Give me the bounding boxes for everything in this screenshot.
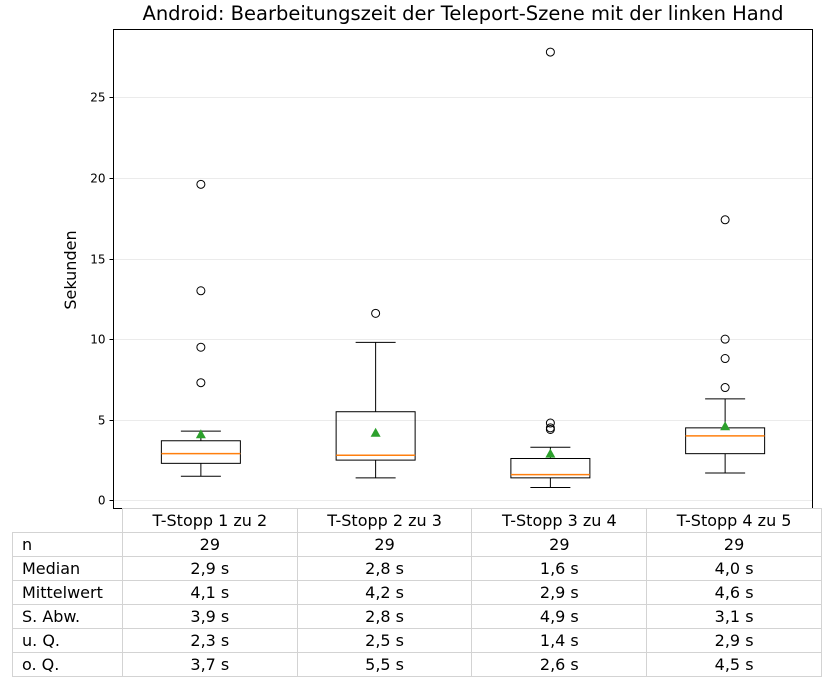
table-cell: 4,9 s: [471, 604, 648, 629]
outlier-point: [720, 334, 730, 344]
row-label: n: [12, 532, 123, 557]
table-cell: 2,8 s: [296, 604, 473, 629]
row-label: Median: [12, 556, 123, 581]
table-cell: 2,3 s: [121, 628, 298, 653]
table-cell: 29: [121, 532, 298, 557]
table-cell: 1,4 s: [471, 628, 648, 653]
y-tick-label: 15: [90, 253, 105, 267]
table-cell: 3,7 s: [121, 652, 298, 677]
row-label: Mittelwert: [12, 580, 123, 605]
mean-marker: [195, 429, 206, 439]
table-cell: 2,9 s: [121, 556, 298, 581]
table-cell: 4,5 s: [646, 652, 822, 677]
mean-marker: [370, 427, 381, 437]
y-tick-label: 5: [98, 414, 106, 428]
outlier-point: [371, 308, 381, 318]
box-plot: 0 5 10 15 20 25 Sekunden: [61, 29, 813, 509]
table-cell: 4,1 s: [121, 580, 298, 605]
table-cell: 29: [646, 532, 822, 557]
iqr-box: [335, 411, 416, 461]
table-cell: 4,0 s: [646, 556, 822, 581]
boxes: [160, 47, 766, 489]
x-tick-label: T-Stopp 3 zu 4: [471, 508, 648, 533]
y-axis-label: Sekunden: [61, 230, 80, 309]
x-tick-label: T-Stopp 4 zu 5: [646, 508, 822, 533]
table-cell: 3,1 s: [646, 604, 822, 629]
table-cell: 2,9 s: [471, 580, 648, 605]
table-row: Mittelwert 4,1 s 4,2 s 2,9 s 4,6 s: [12, 580, 822, 605]
iqr-box: [510, 458, 591, 479]
outlier-point: [196, 342, 206, 352]
outlier-point: [196, 286, 206, 296]
box-2: [335, 308, 416, 479]
table-cell: 29: [471, 532, 648, 557]
table-header-row: T-Stopp 1 zu 2 T-Stopp 2 zu 3 T-Stopp 3 zu…: [13, 508, 822, 533]
outlier-point: [720, 383, 730, 393]
y-tick-label: 20: [90, 172, 105, 186]
outlier-point: [545, 418, 555, 428]
table-cell: 1,6 s: [471, 556, 648, 581]
stats-table: T-Stopp 1 zu 2 T-Stopp 2 zu 3 T-Stopp 3 zu…: [12, 508, 822, 677]
iqr-box: [685, 427, 766, 455]
table-cell: 29: [296, 532, 473, 557]
table-row: o. Q. 3,7 s 5,5 s 2,6 s 4,5 s: [12, 652, 822, 677]
table-row: u. Q. 2,3 s 2,5 s 1,4 s 2,9 s: [12, 628, 822, 653]
table-row: Median 2,9 s 2,8 s 1,6 s 4,0 s: [12, 556, 822, 581]
table-cell: 4,2 s: [296, 580, 473, 605]
table-cell: 3,9 s: [121, 604, 298, 629]
y-tick-label: 10: [90, 333, 105, 347]
x-tick-label: T-Stopp 1 zu 2: [121, 508, 298, 533]
outlier-point: [196, 179, 206, 189]
x-tick-label: T-Stopp 2 zu 3: [296, 508, 473, 533]
y-axis: 0 5 10 15 20 25: [90, 91, 114, 508]
box-3: [510, 47, 591, 489]
table-row: S. Abw. 3,9 s 2,8 s 4,9 s 3,1 s: [12, 604, 822, 629]
row-label: o. Q.: [12, 652, 123, 677]
table-cell: 2,5 s: [296, 628, 473, 653]
row-label: u. Q.: [12, 628, 123, 653]
iqr-box: [160, 440, 241, 464]
outlier-point: [196, 378, 206, 388]
table-cell: 2,9 s: [646, 628, 822, 653]
table-cell: 5,5 s: [296, 652, 473, 677]
table-cell: 2,6 s: [471, 652, 648, 677]
outlier-point: [720, 215, 730, 225]
mean-marker: [720, 421, 731, 431]
table-cell: 2,8 s: [296, 556, 473, 581]
chart-title: Android: Bearbeitungszeit der Teleport-S…: [142, 2, 784, 25]
table-corner: [13, 509, 123, 533]
table-row: n 29 29 29 29: [12, 532, 822, 557]
table-cell: 4,6 s: [646, 580, 822, 605]
outlier-point: [720, 354, 730, 364]
y-tick-label: 25: [90, 91, 105, 105]
y-tick-label: 0: [98, 494, 106, 508]
mean-marker: [545, 448, 556, 458]
box-4: [685, 215, 766, 474]
box-1: [160, 179, 241, 477]
outlier-point: [545, 47, 555, 57]
outlier-point: [545, 423, 555, 433]
grid-lines: [113, 97, 813, 501]
row-label: S. Abw.: [12, 604, 123, 629]
